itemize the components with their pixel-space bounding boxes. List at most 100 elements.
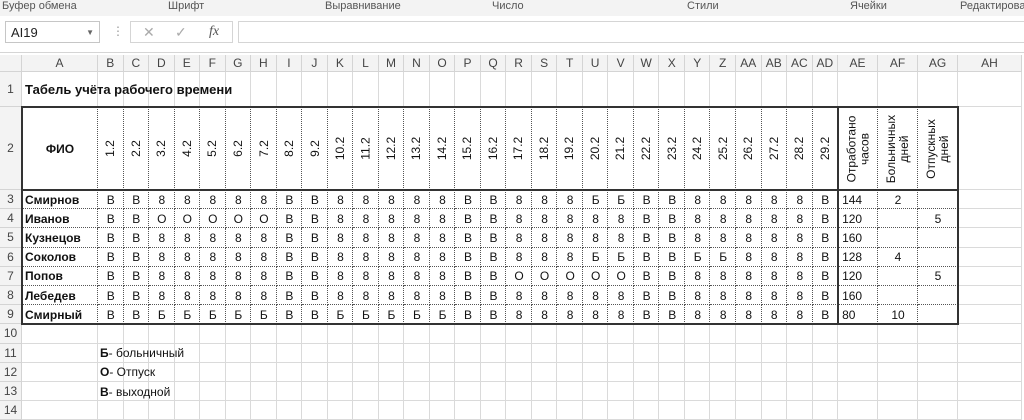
cell[interactable] xyxy=(327,190,354,210)
cell[interactable] xyxy=(429,266,456,286)
cell[interactable] xyxy=(429,324,456,344)
cell[interactable] xyxy=(353,72,379,107)
day-value[interactable]: 8 xyxy=(770,211,778,226)
employee-name[interactable]: Попов xyxy=(25,269,63,284)
day-value[interactable]: 8 xyxy=(183,288,191,303)
cell[interactable] xyxy=(787,247,813,267)
day-value[interactable]: Б xyxy=(362,307,370,322)
day-value[interactable]: 8 xyxy=(209,269,217,284)
cell[interactable] xyxy=(918,72,958,107)
cell[interactable] xyxy=(506,266,532,286)
row-header-14[interactable]: 14 xyxy=(0,401,22,420)
cell[interactable] xyxy=(736,190,762,210)
formula-input[interactable] xyxy=(238,21,1024,43)
cell[interactable] xyxy=(659,362,685,382)
vacation-days[interactable] xyxy=(918,286,958,305)
day-value[interactable]: 8 xyxy=(694,230,702,245)
day-value[interactable]: 8 xyxy=(413,230,421,245)
cell[interactable] xyxy=(878,401,918,420)
cell[interactable] xyxy=(123,209,150,229)
worked-hours[interactable]: 120 xyxy=(842,211,863,226)
cell[interactable] xyxy=(429,286,456,306)
cell[interactable] xyxy=(302,228,328,248)
cell[interactable] xyxy=(710,343,736,363)
cell[interactable] xyxy=(200,247,226,267)
day-value[interactable]: В xyxy=(489,250,498,265)
cell[interactable] xyxy=(633,266,660,286)
cell[interactable] xyxy=(353,286,379,306)
cell[interactable] xyxy=(838,324,878,344)
cell[interactable] xyxy=(633,228,660,248)
day-value[interactable]: В xyxy=(132,192,141,207)
cell[interactable] xyxy=(480,190,507,210)
cell[interactable] xyxy=(404,72,430,107)
cell[interactable] xyxy=(684,209,711,229)
cell[interactable] xyxy=(455,228,481,248)
cell[interactable] xyxy=(557,401,583,420)
day-value[interactable]: 8 xyxy=(515,288,523,303)
cell[interactable] xyxy=(761,190,788,210)
cell[interactable] xyxy=(98,324,124,344)
cell[interactable] xyxy=(838,266,878,286)
row-header-3[interactable]: 3 xyxy=(0,190,22,210)
cell[interactable] xyxy=(958,286,1022,306)
day-value[interactable]: В xyxy=(668,307,677,322)
cell[interactable] xyxy=(353,190,379,210)
cell[interactable] xyxy=(958,305,1022,325)
cell[interactable] xyxy=(225,247,252,267)
cell[interactable] xyxy=(659,228,685,248)
cell[interactable] xyxy=(276,266,303,286)
day-value[interactable]: 8 xyxy=(541,307,548,322)
cell[interactable] xyxy=(608,209,634,229)
cell[interactable] xyxy=(98,247,124,267)
day-value[interactable]: 8 xyxy=(719,230,727,245)
cell[interactable] xyxy=(327,266,354,286)
cell[interactable] xyxy=(958,209,1022,229)
cell[interactable] xyxy=(455,266,481,286)
cell[interactable] xyxy=(608,343,634,363)
cell[interactable] xyxy=(378,324,405,344)
day-value[interactable]: В xyxy=(464,288,473,303)
cell[interactable] xyxy=(838,382,878,402)
cell[interactable] xyxy=(98,228,124,248)
cell[interactable] xyxy=(404,228,430,248)
day-value[interactable]: В xyxy=(106,250,115,265)
cell[interactable] xyxy=(200,228,226,248)
cell[interactable] xyxy=(557,382,583,402)
day-value[interactable]: В xyxy=(489,192,498,207)
day-value[interactable]: В xyxy=(310,307,319,322)
cell[interactable] xyxy=(327,401,354,420)
cell[interactable] xyxy=(302,286,328,306)
cell[interactable] xyxy=(149,382,175,402)
day-value[interactable]: 8 xyxy=(413,211,421,226)
cell[interactable] xyxy=(761,72,788,107)
cell[interactable] xyxy=(429,382,456,402)
day-value[interactable]: В xyxy=(489,288,498,303)
cell[interactable] xyxy=(276,324,303,344)
cell[interactable] xyxy=(174,401,201,420)
vacation-days[interactable]: 5 xyxy=(934,211,942,226)
cell[interactable] xyxy=(878,362,918,382)
worked-hours[interactable]: 144 xyxy=(842,192,863,207)
cell[interactable] xyxy=(684,72,711,107)
cell[interactable] xyxy=(659,72,685,107)
day-value[interactable]: 8 xyxy=(770,269,778,284)
row-header-2[interactable]: 2 xyxy=(0,107,22,190)
cell[interactable] xyxy=(684,247,711,267)
day-value[interactable]: 8 xyxy=(235,269,242,284)
column-header-P[interactable]: P xyxy=(455,55,481,72)
cell[interactable] xyxy=(480,401,507,420)
day-value[interactable]: Б xyxy=(591,250,600,265)
day-value[interactable]: 8 xyxy=(362,269,370,284)
cell[interactable] xyxy=(736,324,762,344)
cell[interactable] xyxy=(327,286,354,306)
day-value[interactable]: В xyxy=(642,211,651,226)
day-value[interactable]: В xyxy=(668,250,677,265)
day-value[interactable]: 8 xyxy=(439,230,446,245)
cell[interactable] xyxy=(378,362,405,382)
column-header-F[interactable]: F xyxy=(200,55,226,72)
cell[interactable] xyxy=(302,382,328,402)
cell[interactable] xyxy=(225,362,252,382)
worked-hours[interactable]: 120 xyxy=(842,269,863,284)
day-value[interactable]: Б xyxy=(591,192,600,207)
